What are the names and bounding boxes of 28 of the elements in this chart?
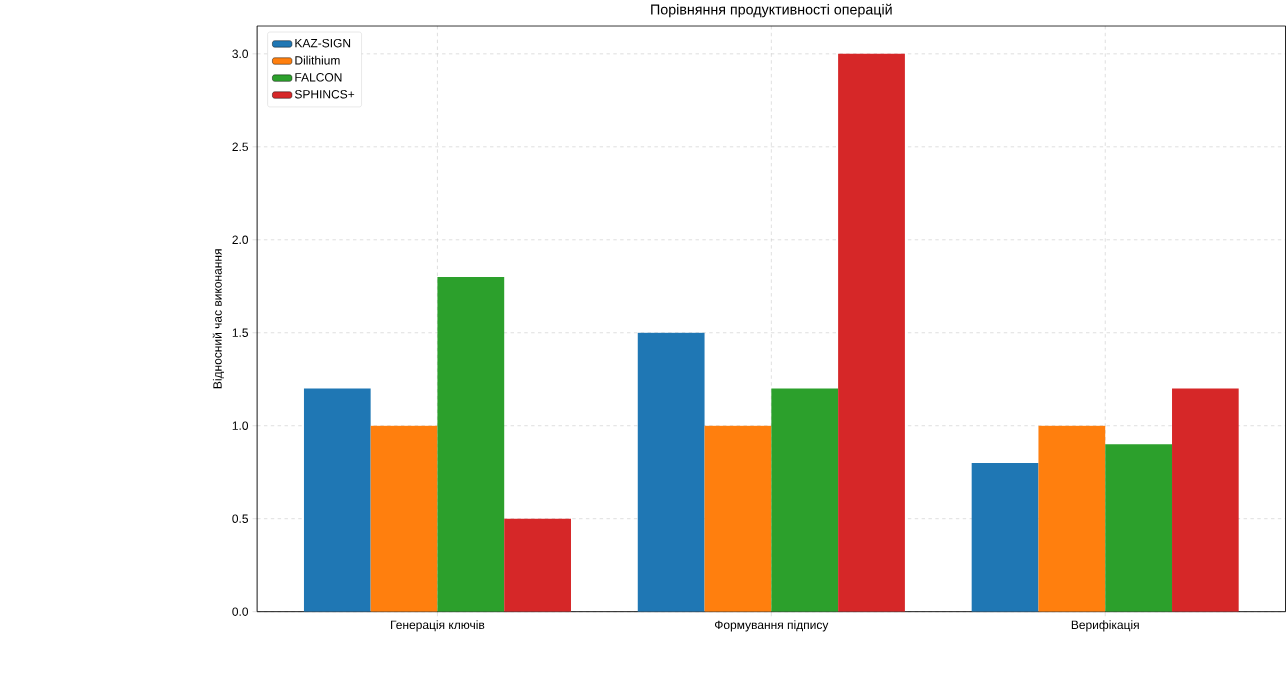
y-tick-label: 0.0 <box>232 607 249 617</box>
y-tick-label: 2.0 <box>232 235 249 245</box>
bar <box>1105 444 1173 612</box>
y-tick-label: 1.5 <box>232 328 249 338</box>
legend-label: Dilithium <box>295 55 340 65</box>
legend-label: KAZ-SIGN <box>295 39 351 48</box>
y-tick-label: 2.5 <box>232 142 249 152</box>
bar <box>303 388 371 612</box>
bar <box>1038 425 1106 612</box>
legend-label: FALCON <box>295 73 342 82</box>
y-tick-label: 0.5 <box>232 514 249 524</box>
chart-title: Порівняння продуктивності операцій <box>651 3 892 18</box>
bar <box>971 463 1039 612</box>
bar <box>637 332 705 612</box>
y-tick-label: 1.0 <box>232 421 249 431</box>
bar <box>838 53 905 612</box>
y-axis-title: Відносний час виконання <box>212 249 224 389</box>
bar <box>1172 388 1239 612</box>
x-tick-label: Верифікація <box>1071 620 1139 632</box>
bar <box>771 388 839 612</box>
bar <box>370 425 438 612</box>
x-tick-label: Формування підпису <box>714 620 829 632</box>
legend-label: SPHINCS+ <box>294 90 355 99</box>
bar <box>704 425 772 612</box>
bar <box>437 277 505 612</box>
x-tick-label: Генерація ключів <box>391 620 485 632</box>
bar <box>504 518 571 612</box>
y-tick-label: 3.0 <box>232 49 249 59</box>
